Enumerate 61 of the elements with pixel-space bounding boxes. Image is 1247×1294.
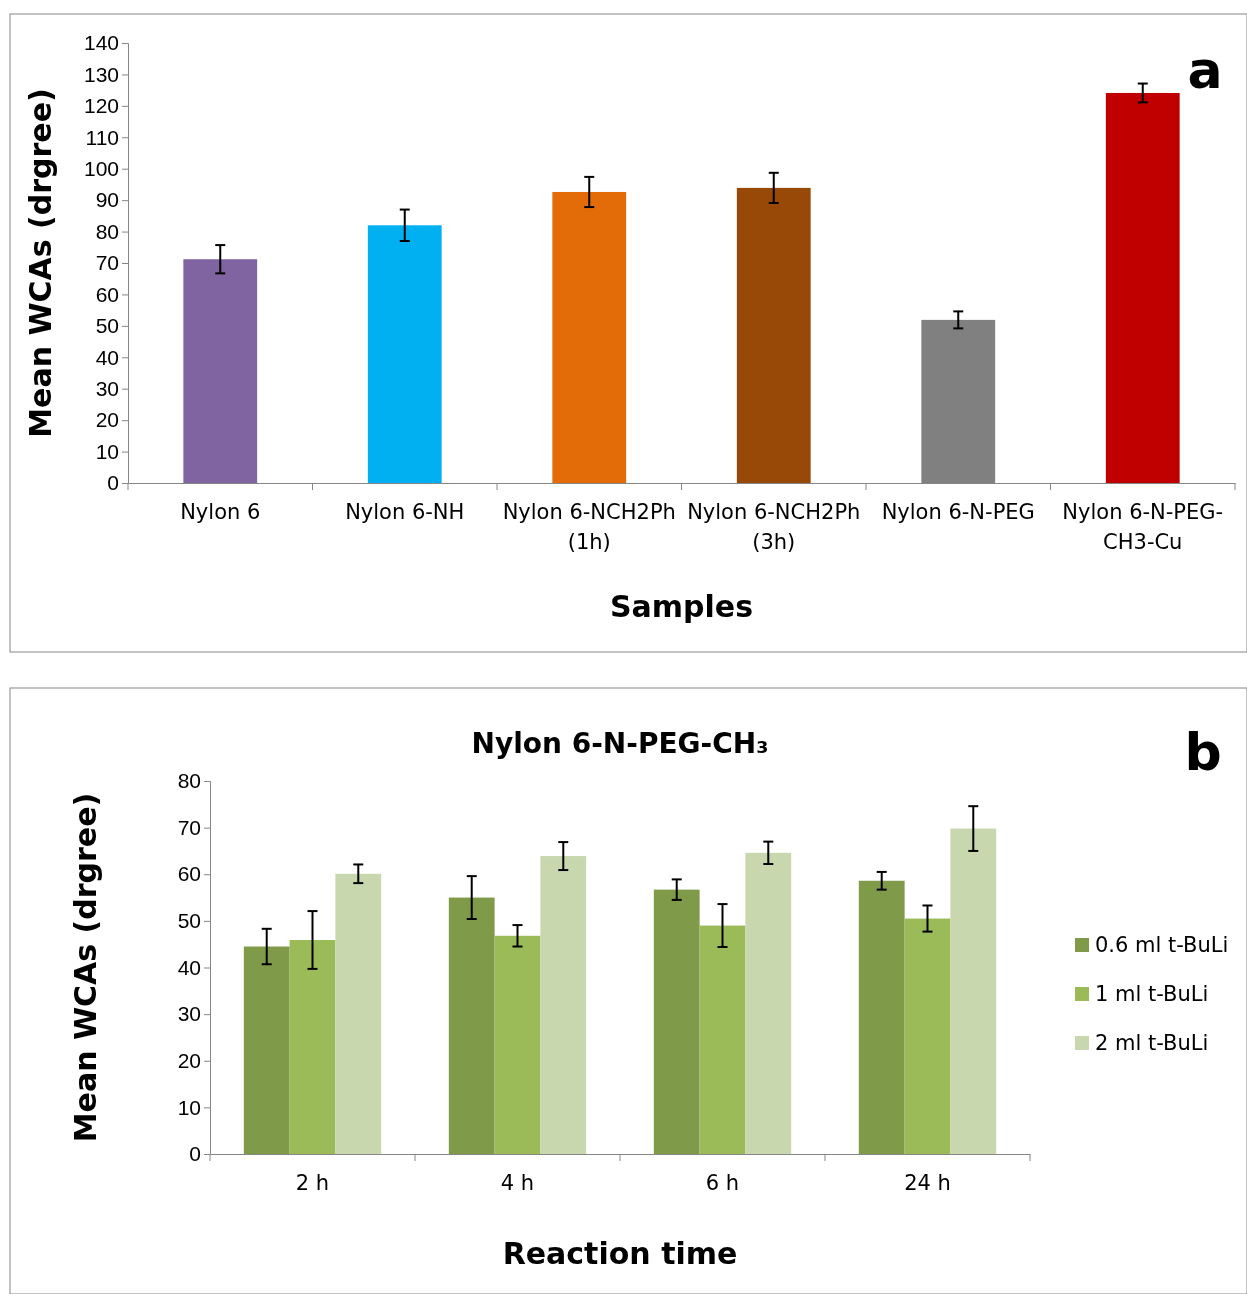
y-tick-label: 60: [95, 282, 119, 306]
bar: [736, 187, 811, 483]
y-tick-label: 50: [95, 314, 119, 338]
bar: [448, 897, 495, 1154]
bar: [494, 935, 541, 1154]
y-tick-label: 100: [83, 156, 119, 180]
bar: [745, 852, 792, 1154]
x-axis-title: Samples: [609, 588, 754, 624]
y-tick-label: 30: [177, 1002, 201, 1026]
y-tick-label: 0: [189, 1142, 201, 1166]
x-tick-label: Nylon 6-N-PEG-CH3-Cu: [1062, 500, 1224, 555]
bar: [243, 946, 290, 1154]
bar: [289, 939, 336, 1154]
x-tick-label: 6 h: [705, 1171, 740, 1195]
y-tick-label: 40: [177, 955, 201, 979]
y-tick-label: 110: [85, 125, 119, 149]
y-tick-label: 10: [177, 1095, 201, 1119]
y-tick-label: 60: [177, 862, 201, 886]
legend-label: 1 ml t-BuLi: [1095, 982, 1209, 1006]
bar: [904, 918, 951, 1154]
y-tick-label: 20: [177, 1048, 201, 1072]
bar: [1105, 92, 1180, 483]
x-axis-title: Reaction time: [502, 1235, 738, 1271]
x-tick-label: Nylon 6-NCH2Ph (3h): [687, 500, 861, 555]
chart-title: Nylon 6-N-PEG-CH₃: [471, 727, 769, 760]
y-tick-label: 70: [177, 815, 201, 839]
bar: [699, 925, 746, 1154]
y-tick-label: 80: [95, 219, 119, 243]
bar: [858, 880, 905, 1154]
y-tick-label: 0: [107, 471, 119, 495]
x-tick-label: Nylon 6: [180, 500, 261, 524]
y-tick-label: 50: [177, 909, 201, 933]
x-tick-label: 4 h: [500, 1171, 535, 1195]
y-tick-label: 130: [83, 62, 119, 86]
x-tick-label: Nylon 6-NCH2Ph (1h): [502, 500, 676, 555]
annotation: a: [1187, 40, 1223, 100]
y-axis-title: Mean WCAs (drgree): [67, 792, 103, 1143]
y-axis-title: Mean WCAs (drgree): [22, 88, 58, 438]
x-tick-label: Nylon 6-NH: [345, 500, 465, 524]
y-tick-label: 120: [83, 94, 119, 118]
bar: [950, 828, 997, 1154]
bar: [552, 191, 627, 483]
y-tick-label: 20: [95, 408, 119, 432]
bar: [653, 889, 700, 1154]
y-tick-label: 140: [83, 31, 119, 55]
y-tick-label: 10: [95, 439, 119, 463]
y-tick-label: 80: [177, 769, 201, 793]
y-tick-label: 90: [95, 188, 119, 212]
bar: [183, 259, 258, 483]
bar: [367, 225, 442, 483]
y-tick-label: 70: [95, 251, 119, 275]
legend-label: 2 ml t-BuLi: [1095, 1031, 1209, 1055]
text: b: [1184, 722, 1222, 782]
x-tick-label: 24 h: [904, 1171, 951, 1195]
x-tick-label: 2 h: [295, 1171, 330, 1195]
bar: [335, 873, 382, 1154]
x-tick-label: Nylon 6-N-PEG: [881, 500, 1035, 524]
legend-label: 0.6 ml t-BuLi: [1095, 933, 1229, 957]
bar: [540, 856, 587, 1154]
y-tick-label: 30: [95, 376, 119, 400]
y-tick-label: 40: [95, 345, 119, 369]
